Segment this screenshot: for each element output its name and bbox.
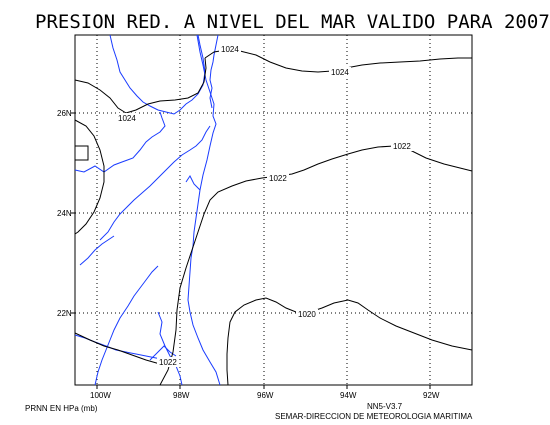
isobar-bracket (75, 145, 89, 161)
contour-label: 1024 (118, 114, 136, 123)
contour-label: 1024 (331, 68, 349, 77)
source-label: SEMAR-DIRECCION DE METEOROLOGIA MARITIMA (275, 412, 473, 421)
x-tick-label: 100W (90, 391, 111, 400)
contour-labels: 1024 1024 1024 1022 1022 1022 1020 (116, 44, 413, 367)
x-tick-label: 98W (173, 391, 190, 400)
tick-marks (71, 112, 431, 389)
x-tick-label: 94W (340, 391, 357, 400)
state-border-2 (99, 125, 211, 241)
coastline-main (187, 34, 221, 386)
y-tick-label: 22N (57, 309, 72, 318)
x-tick-label: 96W (257, 391, 274, 400)
coastline-texas (209, 34, 219, 109)
units-label: PRNN EN HPa (mb) (25, 404, 98, 413)
contour-label: 1024 (221, 45, 239, 54)
isobar-1024-west (74, 57, 207, 114)
y-tick-label: 26N (57, 109, 72, 118)
plot-frame (74, 34, 473, 386)
y-axis: 26N 24N 22N (57, 109, 72, 318)
model-label: NN5-V3.7 (367, 402, 403, 411)
state-border-8 (185, 175, 201, 191)
map-title: PRESION RED. A NIVEL DEL MAR VALIDO PARA… (35, 11, 550, 33)
state-border-4 (94, 265, 159, 386)
y-tick-label: 24N (57, 209, 72, 218)
contour-label: 1020 (298, 310, 316, 319)
x-tick-label: 92W (423, 391, 440, 400)
x-axis: 100W 98W 96W 94W 92W (90, 391, 440, 400)
contour-label: 1022 (393, 142, 411, 151)
state-border-7 (149, 345, 177, 361)
contour-label: 1022 (159, 358, 177, 367)
state-border-3 (79, 235, 115, 266)
contour-label: 1022 (269, 174, 287, 183)
state-border-1 (74, 111, 166, 173)
isobar-1024-left (74, 119, 105, 235)
state-border-5 (157, 311, 183, 386)
